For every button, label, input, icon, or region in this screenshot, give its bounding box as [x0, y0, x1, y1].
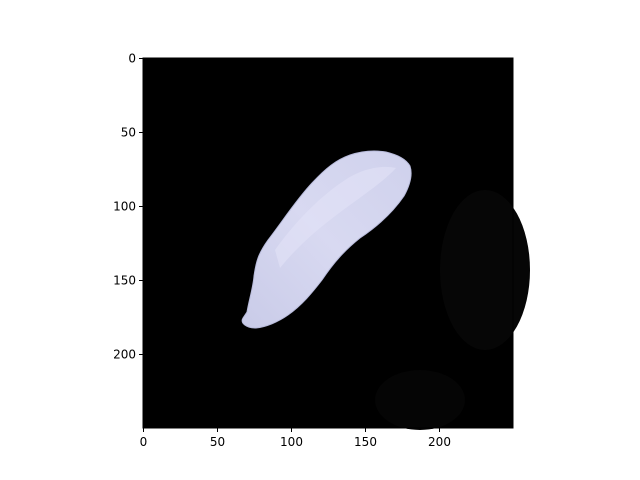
- x-tick-label: 100: [280, 435, 303, 449]
- y-tick-label: 200: [113, 348, 136, 362]
- y-axis: 0 50 100 150 200: [113, 52, 143, 362]
- rice-grain: [241, 150, 412, 329]
- y-tick-label: 100: [113, 200, 136, 214]
- y-tick-label: 50: [121, 126, 136, 140]
- x-tick-label: 50: [210, 435, 225, 449]
- axes-frame: [142, 57, 514, 429]
- x-tick-label: 0: [140, 435, 148, 449]
- y-tick-label: 150: [113, 274, 136, 288]
- grain-highlight: [275, 166, 396, 268]
- background-shadow-right: [440, 190, 530, 350]
- background-shadow-bottom: [375, 370, 465, 430]
- x-tick-label: 200: [428, 435, 451, 449]
- x-axis: 0 50 100 150 200: [140, 428, 451, 449]
- x-tick-label: 150: [354, 435, 377, 449]
- y-tick-label: 0: [128, 52, 136, 66]
